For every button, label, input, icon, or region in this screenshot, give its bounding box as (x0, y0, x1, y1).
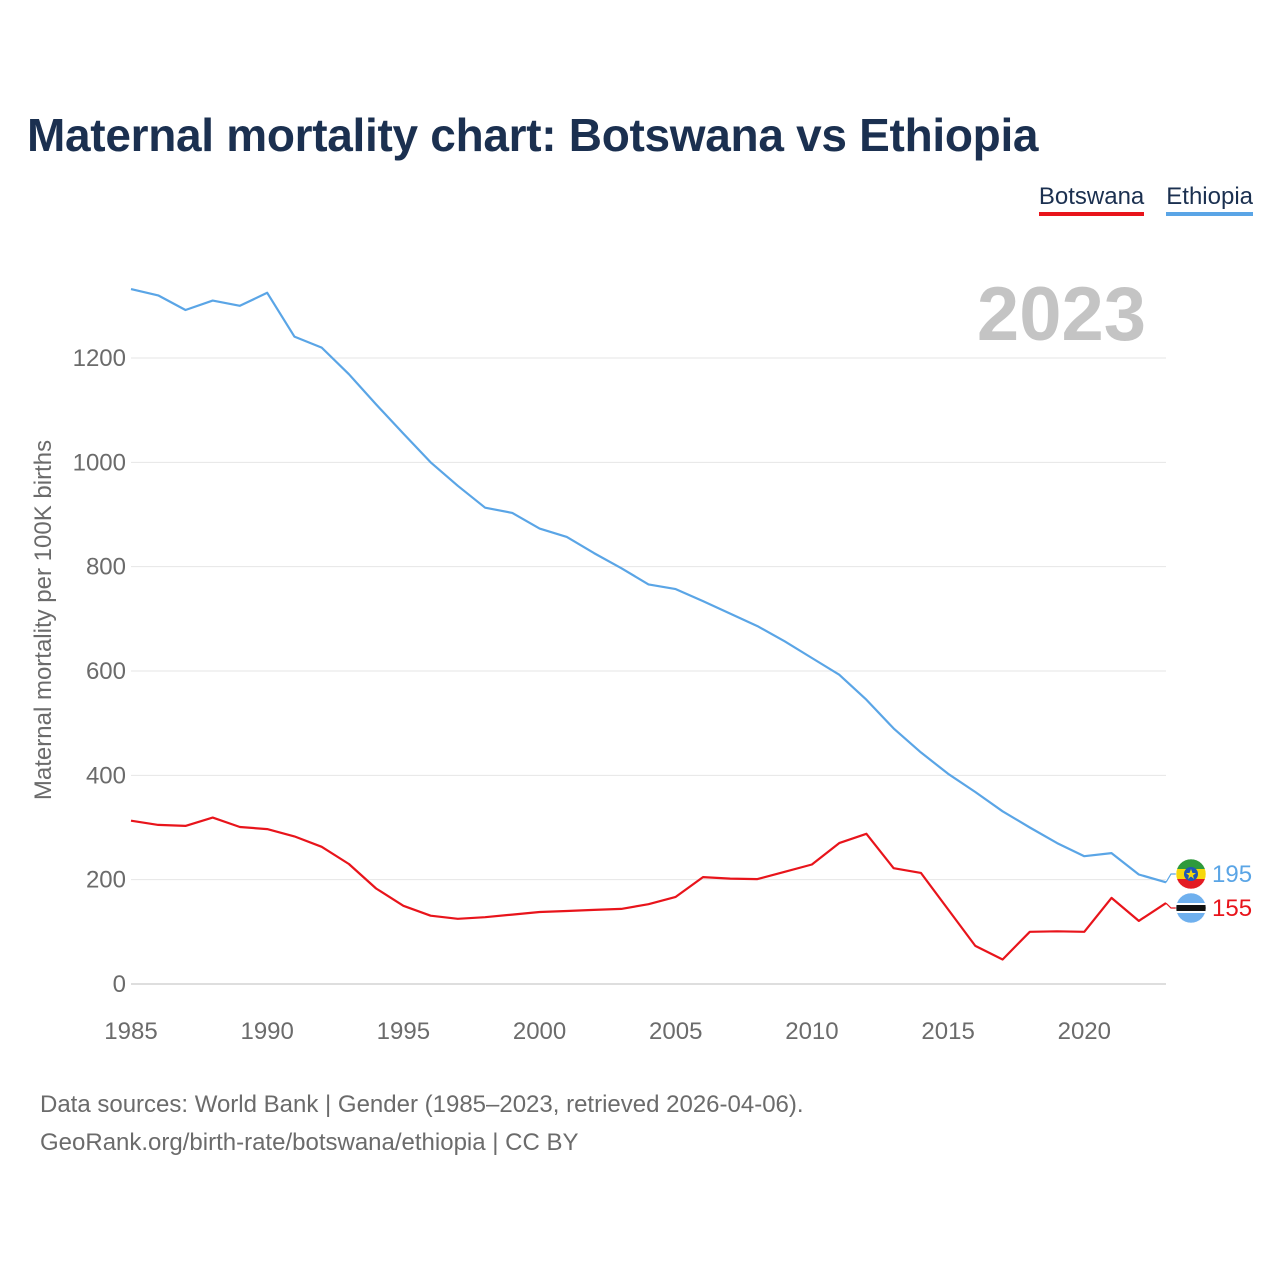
year-watermark: 2023 (977, 272, 1146, 357)
series-line-ethiopia[interactable] (130, 288, 1167, 884)
footer: Data sources: World Bank | Gender (1985–… (40, 1086, 804, 1162)
x-tick-1985: 1985 (104, 1018, 157, 1045)
data-source-text: Data sources: World Bank | Gender (1985–… (40, 1091, 804, 1118)
chart-title: Maternal mortality chart: Botswana vs Et… (27, 109, 1039, 161)
end-connector-ethiopia (1165, 873, 1176, 883)
series-line-botswana[interactable] (130, 816, 1167, 961)
botswana-flag-icon (1175, 892, 1207, 924)
legend-item-botswana[interactable]: Botswana (1038, 184, 1145, 216)
x-tick-1995: 1995 (377, 1018, 430, 1045)
y-tick-0: 0 (113, 971, 126, 998)
x-tick-2000: 2000 (513, 1018, 566, 1045)
end-connector-botswana (1165, 902, 1176, 909)
y-tick-400: 400 (86, 762, 126, 789)
x-tick-1990: 1990 (240, 1018, 293, 1045)
y-tick-200: 200 (86, 867, 126, 894)
attribution-link[interactable]: GeoRank.org/birth-rate/botswana/ethiopia… (40, 1129, 579, 1156)
ethiopia-flag-icon (1175, 858, 1207, 890)
end-label-botswana: 155 (1212, 895, 1252, 922)
y-tick-1200: 1200 (73, 345, 126, 372)
y-axis-label: Maternal mortality per 100K births (30, 440, 57, 800)
x-tick-2010: 2010 (785, 1018, 838, 1045)
y-tick-1000: 1000 (73, 449, 126, 476)
x-tick-2020: 2020 (1058, 1018, 1111, 1045)
x-tick-2005: 2005 (649, 1018, 702, 1045)
y-tick-800: 800 (86, 554, 126, 581)
end-label-ethiopia: 195 (1212, 861, 1252, 888)
x-tick-2015: 2015 (921, 1018, 974, 1045)
legend: Botswana Ethiopia (1038, 184, 1253, 216)
y-tick-600: 600 (86, 658, 126, 685)
legend-item-ethiopia[interactable]: Ethiopia (1166, 184, 1253, 216)
